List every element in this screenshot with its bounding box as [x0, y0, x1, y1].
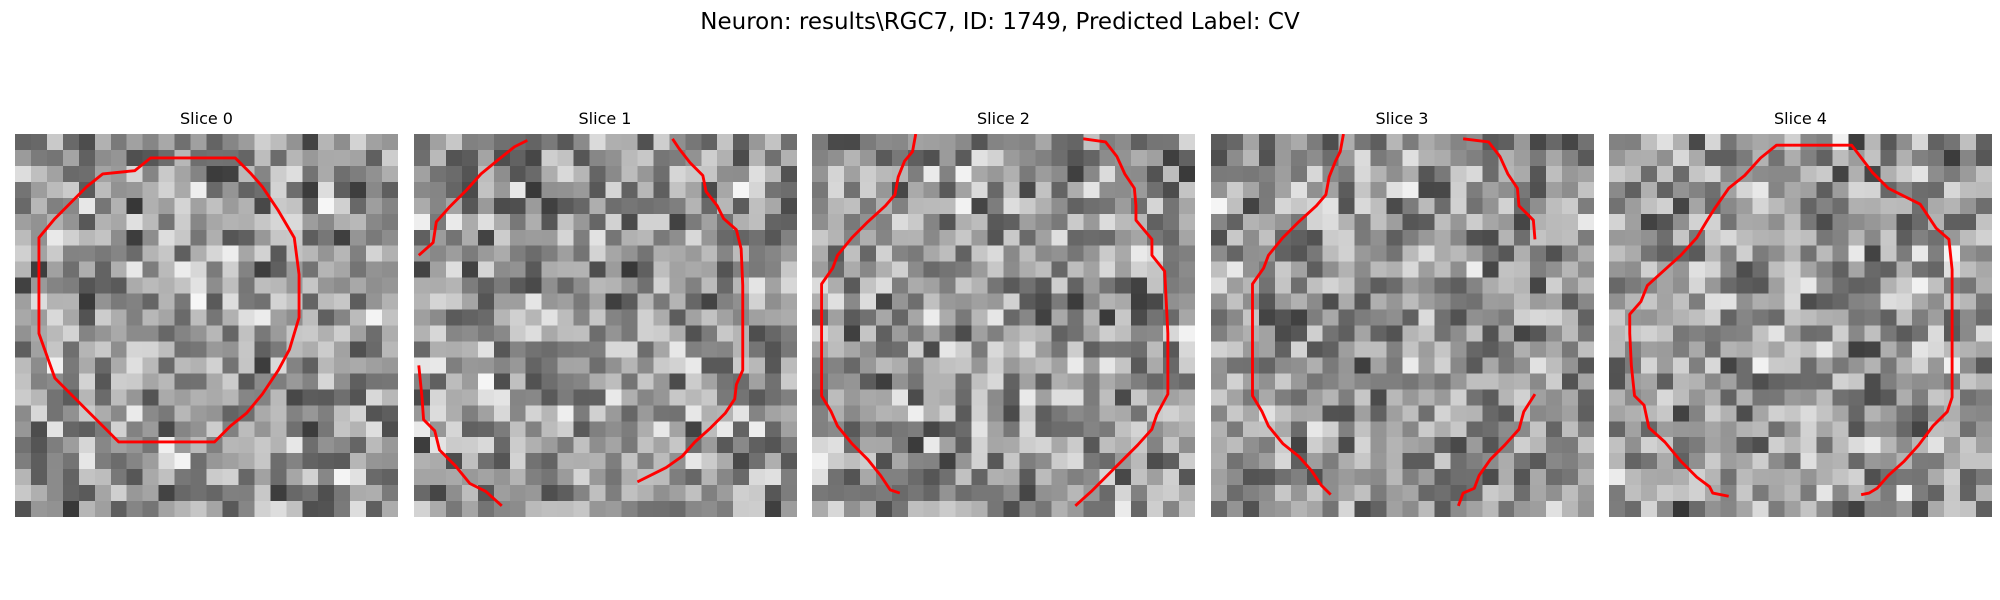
figure-title: Neuron: results\RGC7, ID: 1749, Predicte… [700, 9, 1300, 35]
slice-title: Slice 2 [977, 109, 1030, 128]
slice-panel-1: Slice 1 [413, 109, 797, 519]
pixel-grid [413, 134, 797, 517]
slice-title: Slice 1 [578, 109, 632, 128]
contour-line-1 [1074, 137, 1170, 507]
contour-line-0 [1250, 134, 1345, 496]
slice-title: Slice 4 [1774, 109, 1827, 128]
contour-line-0 [1792, 143, 1954, 497]
slice-panel-3: Slice 3 [1210, 109, 1594, 519]
contour-line-0 [37, 156, 301, 444]
pixel-grid [812, 134, 1195, 517]
slice-image [1609, 134, 1992, 517]
slice-title: Slice 0 [180, 109, 233, 128]
contour-line-2 [416, 365, 503, 507]
slice-panel-4: Slice 4 [1609, 109, 1992, 519]
slice-image [15, 134, 398, 517]
slice-image [1210, 134, 1594, 517]
pixel-grid [1609, 134, 1992, 517]
contour-line-0 [417, 139, 528, 257]
contour-line-0 [820, 134, 918, 495]
slice-panel-2: Slice 2 [812, 109, 1195, 519]
slice-image [812, 134, 1195, 517]
contour-line-1 [1462, 137, 1536, 240]
slice-image [413, 134, 797, 517]
slice-title: Slice 3 [1375, 109, 1429, 128]
slice-panel-0: Slice 0 [15, 109, 398, 519]
contour-line-1 [1628, 143, 1793, 498]
contour-line-2 [1456, 393, 1536, 507]
pixel-grid [1210, 134, 1594, 517]
contour-line-1 [636, 137, 744, 484]
pixel-grid [15, 134, 398, 517]
